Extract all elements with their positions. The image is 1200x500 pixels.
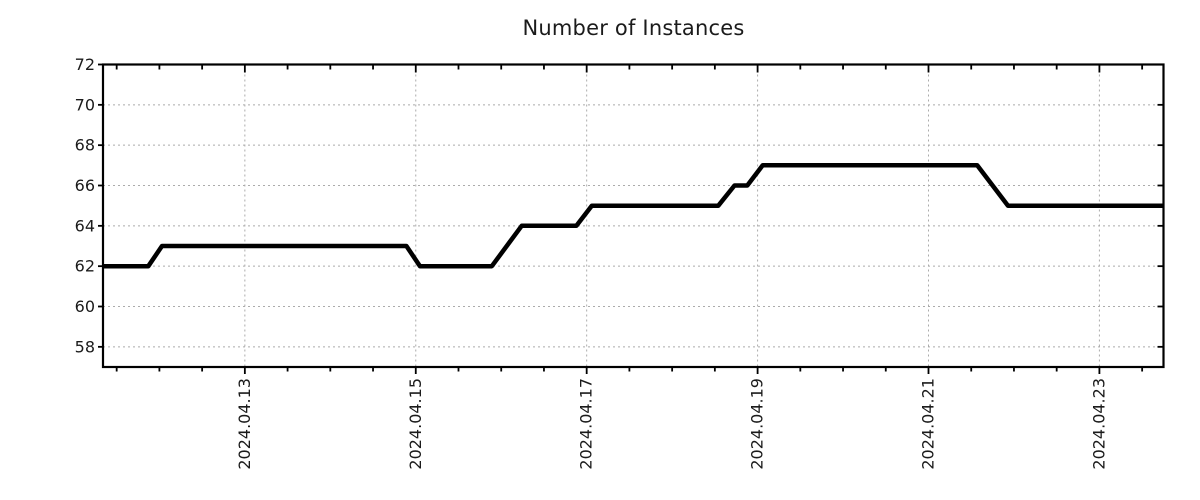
y-tick-label: 68 [75, 136, 95, 155]
x-tick-label: 2024.04.19 [748, 378, 767, 470]
x-tick-label: 2024.04.17 [577, 378, 596, 470]
data-line [103, 163, 1164, 269]
x-tick-label: 2024.04.23 [1089, 378, 1108, 470]
y-tick-label: 62 [75, 257, 95, 276]
y-tick-label: 58 [75, 337, 95, 356]
y-tick-label: 66 [75, 176, 95, 195]
y-tick-label: 64 [75, 216, 95, 235]
y-tick-label: 70 [75, 95, 95, 114]
x-tick-label: 2024.04.15 [406, 378, 425, 470]
chart-title: Number of Instances [522, 16, 745, 40]
x-tick-label: 2024.04.13 [235, 378, 254, 470]
plot-frame [101, 63, 1165, 369]
y-tick-label: 60 [75, 297, 95, 316]
x-tick-label: 2024.04.21 [918, 378, 937, 470]
y-tick-label: 72 [75, 55, 95, 74]
